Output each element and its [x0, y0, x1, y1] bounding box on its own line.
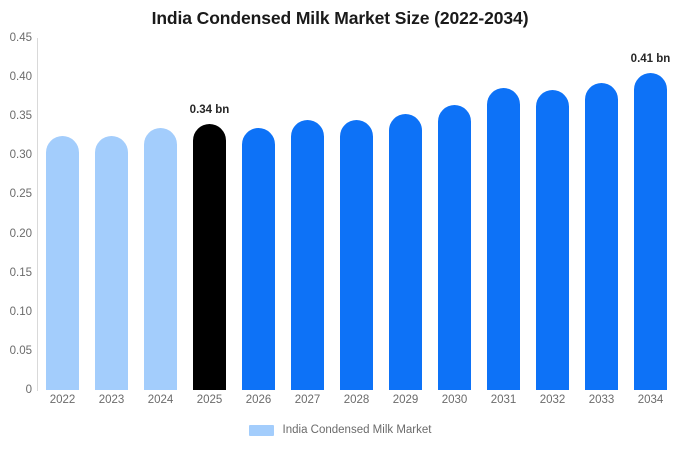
bar-item[interactable]	[242, 38, 275, 390]
y-axis-tick-label: 0.40	[9, 71, 32, 84]
bar-item[interactable]	[389, 38, 422, 390]
bar-item[interactable]: 0.41 bn	[631, 38, 670, 390]
x-axis-tick-label: 2034	[637, 394, 664, 406]
y-axis-tick-label: 0.20	[9, 227, 32, 240]
bar-rect[interactable]	[291, 120, 324, 390]
x-axis-tick-label: 2024	[147, 394, 174, 406]
bar-rect[interactable]	[46, 135, 79, 390]
x-axis-labels: 2022 2023 2024 2025 2026 2027 2028 2029 2030 2031…	[38, 394, 675, 412]
chart-title: India Condensed Milk Market Size (2022-2…	[151, 8, 529, 28]
bar-rect[interactable]	[536, 89, 569, 390]
bar-item[interactable]	[46, 38, 79, 390]
bar-rect[interactable]	[438, 104, 471, 390]
x-axis-tick-label: 2026	[245, 394, 272, 406]
y-axis-tick-label: 0.10	[9, 305, 32, 318]
y-axis-tick-label: 0.25	[9, 188, 32, 201]
bar-rect[interactable]	[487, 88, 520, 390]
legend-swatch-icon	[248, 424, 274, 436]
bar-item[interactable]	[487, 38, 520, 390]
x-axis-tick-label: 2023	[98, 394, 125, 406]
x-axis-tick-label: 2028	[343, 394, 370, 406]
bar-item[interactable]	[144, 38, 177, 390]
x-axis-tick-label: 2022	[49, 394, 76, 406]
plot-area: 0.34 bn 0.41 bn	[38, 38, 675, 390]
y-axis-labels: 0 0.05 0.10 0.15 0.20 0.25 0.30 0.35 0.40 0.45	[0, 0, 32, 450]
chart-legend: India Condensed Milk Market	[0, 424, 680, 436]
bar-value-label: 0.41 bn	[630, 53, 671, 66]
bar-item[interactable]	[95, 38, 128, 390]
bar-rect[interactable]	[193, 124, 226, 390]
bar-item[interactable]	[291, 38, 324, 390]
bar-item[interactable]	[438, 38, 471, 390]
x-axis-tick-label: 2025	[196, 394, 223, 406]
bar-rect[interactable]	[634, 73, 667, 390]
bar-value-label: 0.34 bn	[189, 104, 230, 117]
x-axis-tick-label: 2033	[588, 394, 615, 406]
bar-rect[interactable]	[585, 83, 618, 390]
x-axis-tick-label: 2029	[392, 394, 419, 406]
y-axis-line	[37, 38, 38, 391]
bar-item[interactable]	[340, 38, 373, 390]
y-axis-tick-label: 0.15	[9, 266, 32, 279]
bar-item[interactable]	[536, 38, 569, 390]
y-axis-tick-label: 0.30	[9, 149, 32, 162]
bar-item[interactable]: 0.34 bn	[190, 38, 229, 390]
legend-label[interactable]: India Condensed Milk Market	[282, 424, 432, 436]
x-axis-tick-label: 2032	[539, 394, 566, 406]
bar-series: 0.34 bn 0.41 bn	[38, 38, 675, 390]
bar-rect[interactable]	[340, 120, 373, 390]
bar-rect[interactable]	[95, 135, 128, 390]
x-axis-tick-label: 2030	[441, 394, 468, 406]
y-axis-tick-label: 0.45	[9, 32, 32, 44]
x-axis-tick-label: 2031	[490, 394, 517, 406]
y-axis-tick-label: 0.35	[9, 110, 32, 123]
bar-item[interactable]	[585, 38, 618, 390]
bar-rect[interactable]	[389, 113, 422, 390]
y-axis-tick-label: 0	[25, 384, 32, 396]
x-axis-tick-label: 2027	[294, 394, 321, 406]
y-axis-tick-label: 0.05	[9, 344, 32, 357]
bar-rect[interactable]	[242, 127, 275, 390]
bar-rect[interactable]	[144, 127, 177, 390]
